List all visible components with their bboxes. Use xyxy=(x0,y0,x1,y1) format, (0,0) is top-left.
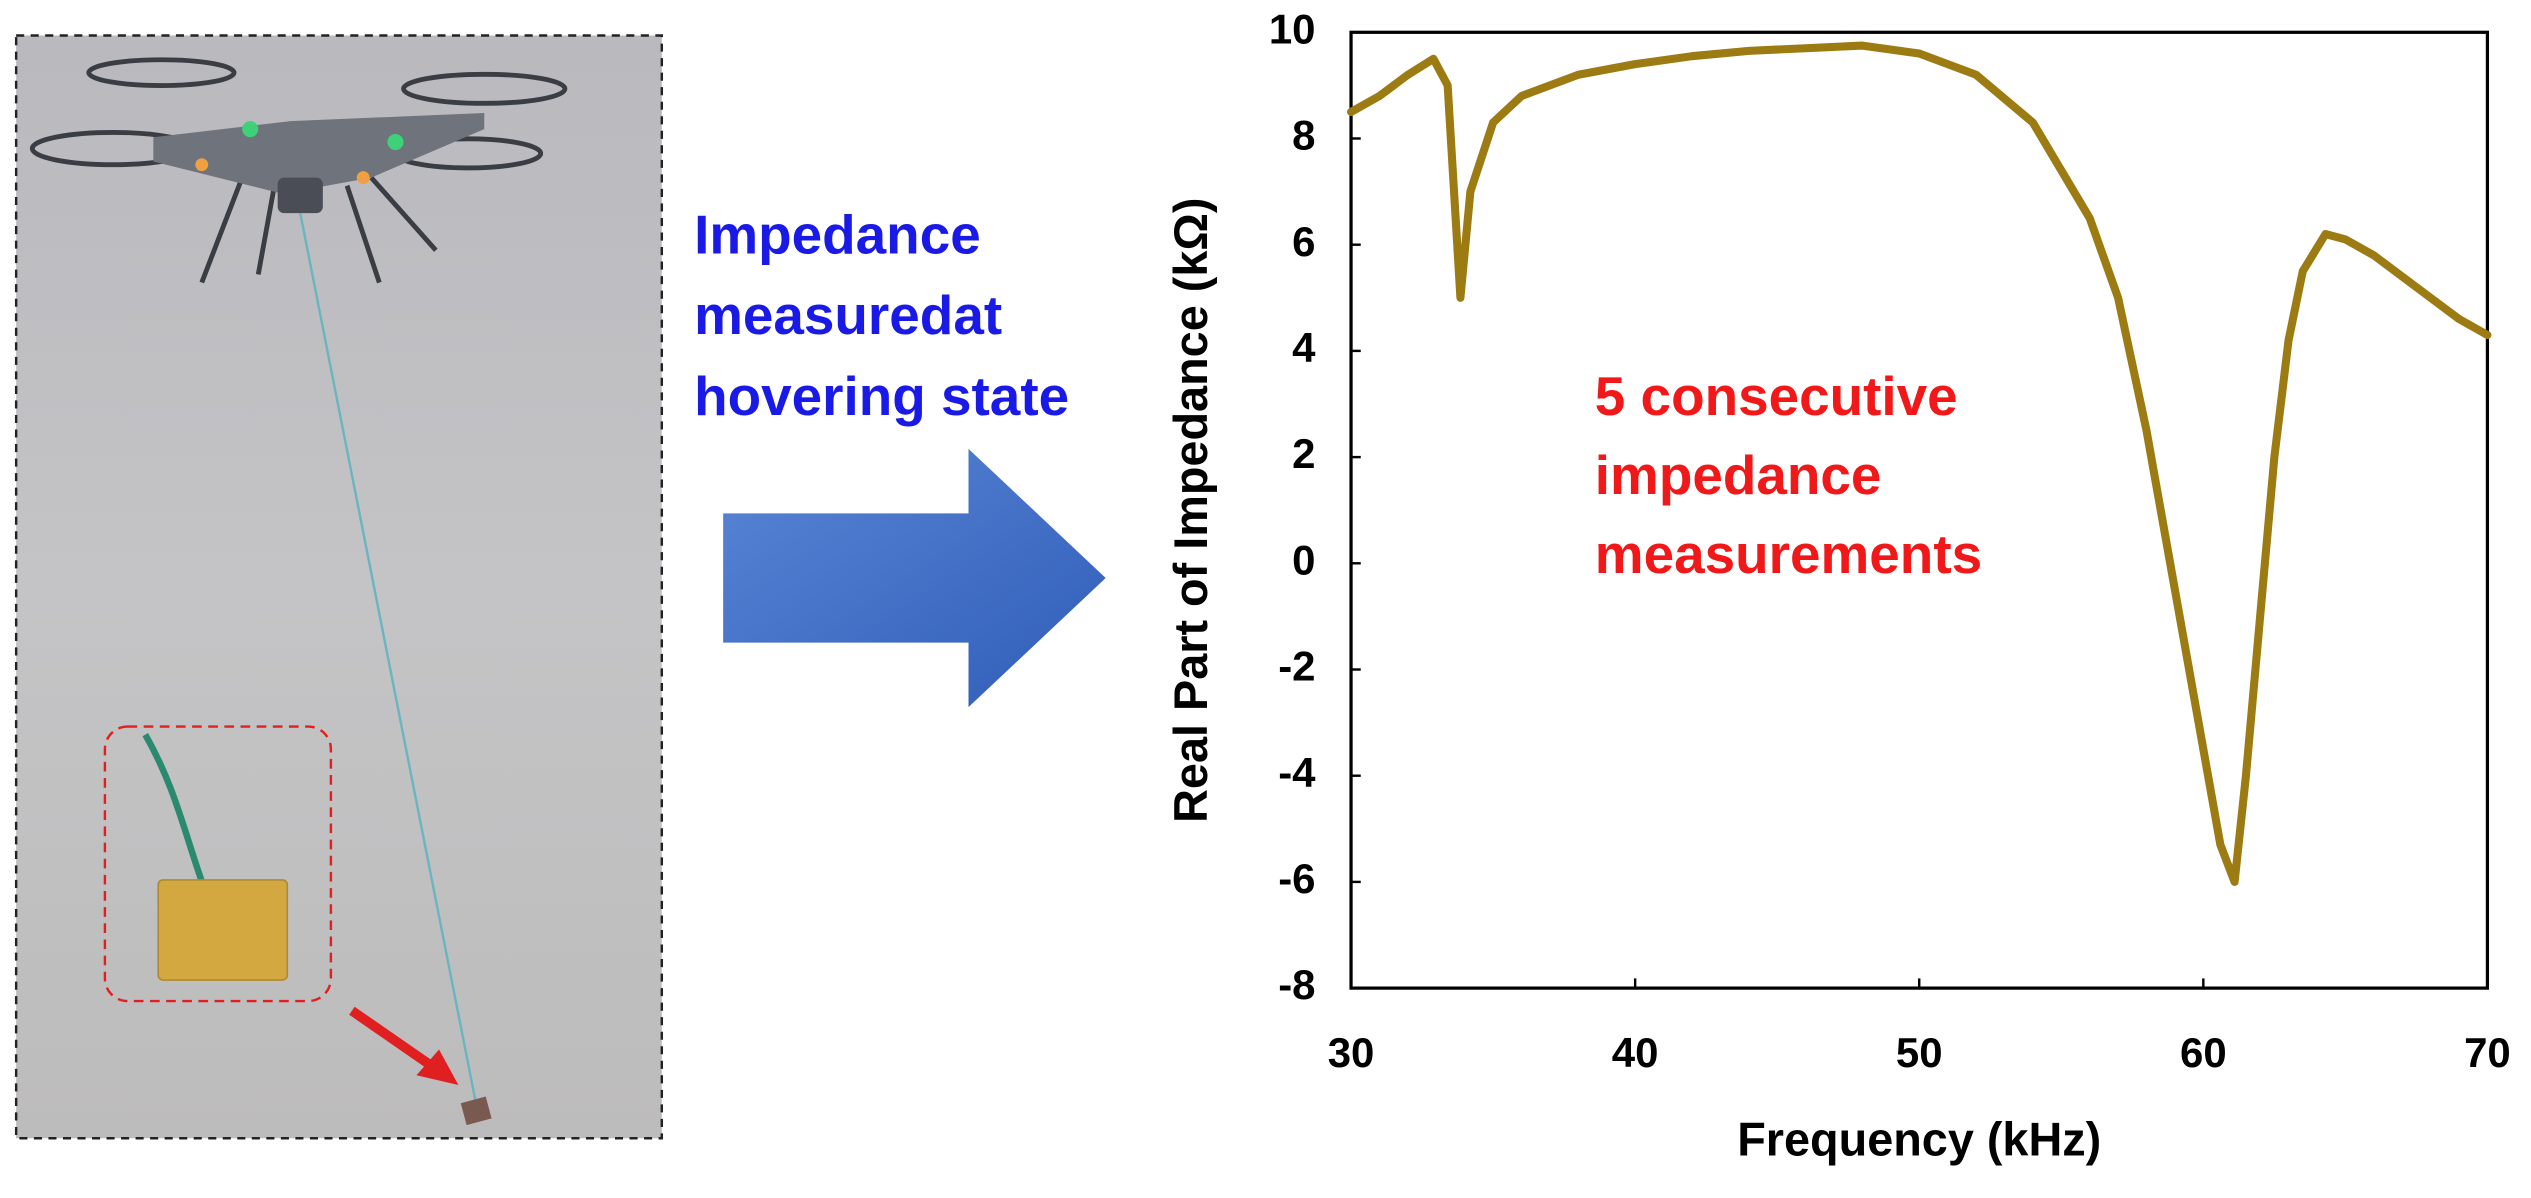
y-tick-label: 4 xyxy=(1292,324,1316,371)
y-tick-label: 10 xyxy=(1269,5,1316,52)
y-tick-label: -4 xyxy=(1278,749,1316,796)
y-tick-label: 0 xyxy=(1292,536,1315,583)
x-tick-label: 30 xyxy=(1328,1029,1375,1076)
annotation-line: measurements xyxy=(1595,523,1982,585)
y-tick-label: -6 xyxy=(1278,855,1315,902)
x-tick-label: 60 xyxy=(2180,1029,2227,1076)
caption-line: measuredat xyxy=(694,284,1002,346)
y-tick-label: 8 xyxy=(1292,112,1315,159)
annotation-line: 5 consecutive xyxy=(1595,365,1958,427)
x-axis-label: Frequency (kHz) xyxy=(1737,1113,2101,1165)
y-tick-label: -2 xyxy=(1278,643,1315,690)
y-tick-label: 2 xyxy=(1292,430,1315,477)
x-tick-label: 40 xyxy=(1612,1029,1659,1076)
caption-line: hovering state xyxy=(694,365,1069,427)
x-tick-label: 50 xyxy=(1896,1029,1943,1076)
photo xyxy=(14,34,664,1140)
plot-frame xyxy=(1349,30,2490,990)
arrow xyxy=(723,448,1106,708)
y-tick-label: -8 xyxy=(1278,961,1315,1008)
y-tick-label: 6 xyxy=(1292,218,1315,265)
y-axis-label: Real Part of Impedance (kΩ) xyxy=(1165,198,1217,823)
caption-line: Impedance xyxy=(694,203,981,265)
data-line xyxy=(1347,41,2492,886)
x-tick-label: 70 xyxy=(2464,1029,2511,1076)
annotation-line: impedance xyxy=(1595,444,1882,506)
